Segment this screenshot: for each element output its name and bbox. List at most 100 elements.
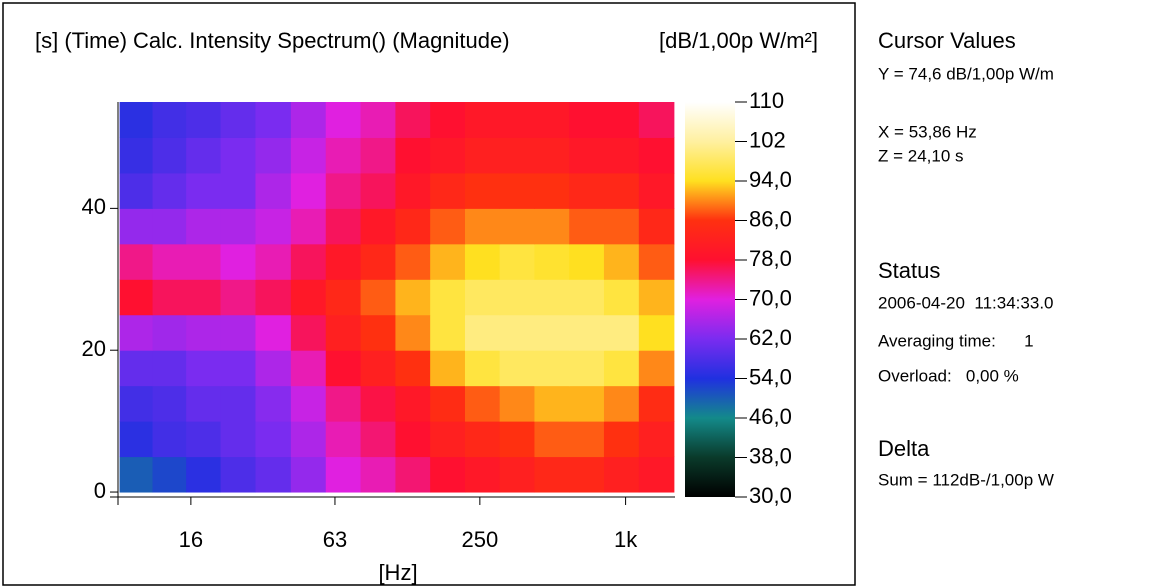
panel-text: Overload: 0,00 %	[878, 366, 1019, 385]
heatmap-cell	[220, 172, 256, 209]
heatmap-cell	[638, 385, 675, 422]
heatmap-cell	[119, 314, 154, 351]
heatmap-cell	[603, 456, 640, 493]
heatmap-cell	[119, 137, 154, 174]
heatmap-cell	[325, 102, 362, 138]
heatmap-cell	[220, 137, 256, 174]
heatmap-cell	[569, 421, 605, 458]
heatmap-cell	[325, 314, 362, 351]
heatmap-cell	[360, 208, 396, 245]
heatmap-cell	[534, 172, 570, 209]
heatmap-cell	[186, 243, 222, 280]
z-tick-label: 62,0	[749, 325, 792, 350]
heatmap-cell	[290, 314, 327, 351]
heatmap-cell	[638, 279, 675, 316]
heatmap-cell	[569, 314, 605, 351]
heatmap-cell	[464, 102, 501, 138]
panel-text: Sum = 112dB-/1,00p W	[878, 470, 1054, 489]
heatmap-cell	[186, 421, 222, 458]
heatmap-cell	[430, 385, 466, 422]
heatmap-cell	[325, 208, 362, 245]
heatmap-cell	[360, 137, 396, 174]
heatmap-cell	[255, 137, 292, 174]
heatmap-cell	[360, 314, 396, 351]
heatmap-cell	[534, 102, 570, 138]
z-tick-label: 94,0	[749, 167, 792, 192]
heatmap-cell	[603, 137, 640, 174]
heatmap-cell	[152, 421, 187, 458]
heatmap-cell	[534, 350, 570, 387]
heatmap-cell	[255, 456, 292, 493]
heatmap-cell	[395, 385, 431, 422]
heatmap-cell	[534, 314, 570, 351]
heatmap-cell	[119, 350, 154, 387]
x-tick-label: 63	[323, 527, 347, 552]
heatmap-cell	[119, 102, 154, 138]
heatmap-cell	[290, 456, 327, 493]
heatmap-cell	[152, 102, 187, 138]
heatmap-cell	[186, 172, 222, 209]
heatmap-cell	[430, 102, 466, 138]
z-tick-label: 110	[749, 88, 784, 113]
heatmap-cell	[255, 243, 292, 280]
heatmap-cell	[220, 456, 256, 493]
heatmap-cell	[119, 243, 154, 280]
panel-text: X = 53,86 Hz	[878, 122, 977, 141]
heatmap-cell	[464, 172, 501, 209]
heatmap-cell	[395, 456, 431, 493]
heatmap-cell	[290, 385, 327, 422]
heatmap-cell	[290, 243, 327, 280]
heatmap-cell	[220, 208, 256, 245]
heatmap-cell	[499, 102, 535, 138]
heatmap-cell	[290, 350, 327, 387]
heatmap-cell	[534, 421, 570, 458]
heatmap-cell	[569, 208, 605, 245]
heatmap-cell	[638, 102, 675, 138]
heatmap-cell	[395, 243, 431, 280]
z-tick-label: 78,0	[749, 246, 792, 271]
z-tick-label: 30,0	[749, 483, 792, 508]
heatmap-cell	[360, 172, 396, 209]
heatmap-cell	[569, 137, 605, 174]
x-axis-label: [Hz]	[378, 560, 417, 585]
y-tick-label: 40	[82, 194, 106, 219]
heatmap-cell	[186, 385, 222, 422]
heatmap-cell	[290, 137, 327, 174]
z-tick-label: 38,0	[749, 443, 792, 468]
heatmap-cell	[152, 314, 187, 351]
heatmap-cell	[152, 385, 187, 422]
heatmap-cell	[464, 385, 501, 422]
heatmap-cell	[395, 350, 431, 387]
heatmap-cell	[119, 456, 154, 493]
z-tick-label: 86,0	[749, 206, 792, 231]
heatmap-cell	[360, 456, 396, 493]
panel-text: Y = 74,6 dB/1,00p W/m	[878, 64, 1054, 83]
heatmap-cell	[255, 279, 292, 316]
heatmap-cell	[430, 314, 466, 351]
heatmap-cell	[603, 421, 640, 458]
heatmap-cell	[325, 350, 362, 387]
heatmap-cell	[119, 172, 154, 209]
heatmap-cell	[325, 279, 362, 316]
heatmap-cell	[430, 421, 466, 458]
heatmap-cell	[119, 208, 154, 245]
heatmap-cell	[638, 137, 675, 174]
heatmap-cell	[360, 421, 396, 458]
heatmap-cell	[325, 385, 362, 422]
heatmap-cell	[152, 243, 187, 280]
chart-frame	[2, 2, 856, 586]
heatmap-cell	[638, 243, 675, 280]
z-tick-label: 46,0	[749, 404, 792, 429]
heatmap-cell	[395, 208, 431, 245]
x-tick-label: 16	[179, 527, 203, 552]
y-tick-label: 0	[94, 478, 106, 503]
panel-heading: Status	[878, 258, 940, 283]
heatmap-cell	[220, 421, 256, 458]
heatmap-cell	[499, 350, 535, 387]
heatmap-cell	[290, 421, 327, 458]
heatmap-cell	[360, 279, 396, 316]
heatmap-cell	[220, 102, 256, 138]
chart-title: Calc. Intensity Spectrum() (Magnitude)	[133, 28, 510, 53]
heatmap-cell	[534, 456, 570, 493]
heatmap-cell	[325, 243, 362, 280]
